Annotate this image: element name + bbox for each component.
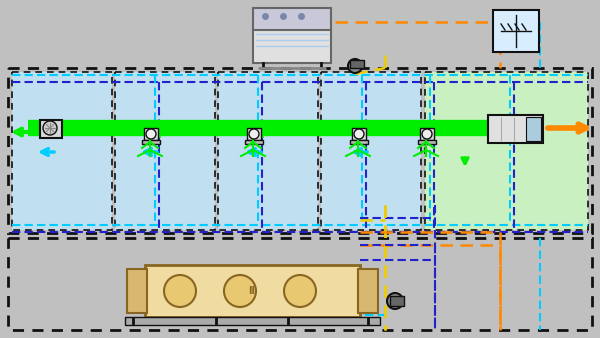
- Circle shape: [348, 59, 362, 73]
- Bar: [488, 115, 543, 143]
- Bar: [142, 140, 160, 144]
- Bar: [145, 265, 360, 317]
- Bar: [418, 140, 436, 144]
- Bar: [526, 117, 541, 141]
- Bar: [493, 10, 539, 52]
- Circle shape: [387, 293, 403, 309]
- Bar: [245, 140, 263, 144]
- Bar: [390, 296, 404, 306]
- Bar: [218, 72, 318, 230]
- Bar: [247, 128, 261, 140]
- Circle shape: [224, 275, 256, 307]
- Circle shape: [284, 275, 316, 307]
- Circle shape: [146, 129, 156, 139]
- Bar: [127, 269, 147, 313]
- Bar: [253, 8, 331, 30]
- Bar: [350, 60, 364, 68]
- Bar: [425, 72, 588, 230]
- Bar: [115, 72, 215, 230]
- Bar: [40, 120, 62, 138]
- Bar: [358, 269, 378, 313]
- Circle shape: [164, 275, 196, 307]
- Bar: [350, 140, 368, 144]
- Circle shape: [422, 129, 432, 139]
- Bar: [12, 72, 112, 230]
- Bar: [8, 68, 592, 233]
- Bar: [321, 72, 421, 230]
- Bar: [125, 317, 380, 325]
- Circle shape: [249, 129, 259, 139]
- Bar: [8, 238, 592, 330]
- Circle shape: [354, 129, 364, 139]
- Bar: [352, 128, 366, 140]
- Bar: [144, 128, 158, 140]
- Bar: [420, 128, 434, 140]
- Bar: [253, 28, 331, 63]
- Circle shape: [43, 121, 57, 135]
- Text: II: II: [248, 286, 256, 296]
